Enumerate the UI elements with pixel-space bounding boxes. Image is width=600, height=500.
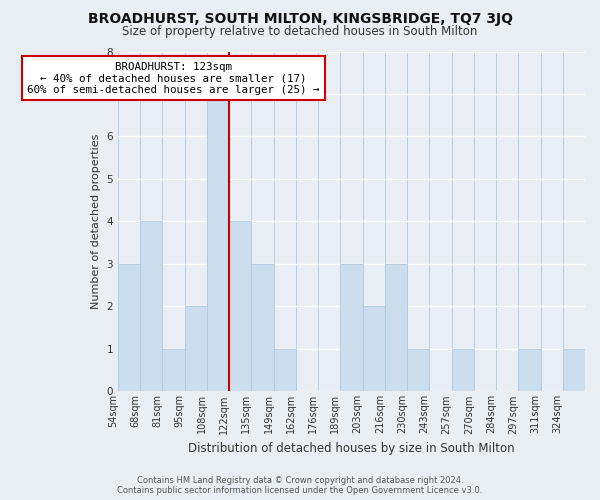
Bar: [229, 222, 251, 392]
Bar: [207, 94, 229, 392]
Bar: [140, 222, 163, 392]
Text: Contains HM Land Registry data © Crown copyright and database right 2024.
Contai: Contains HM Land Registry data © Crown c…: [118, 476, 482, 495]
Bar: [452, 349, 474, 392]
X-axis label: Distribution of detached houses by size in South Milton: Distribution of detached houses by size …: [188, 442, 515, 455]
Bar: [118, 264, 140, 392]
Y-axis label: Number of detached properties: Number of detached properties: [91, 134, 101, 309]
Text: BROADHURST: 123sqm
← 40% of detached houses are smaller (17)
60% of semi-detache: BROADHURST: 123sqm ← 40% of detached hou…: [27, 62, 320, 95]
Bar: [385, 264, 407, 392]
Bar: [518, 349, 541, 392]
Bar: [362, 306, 385, 392]
Bar: [163, 349, 185, 392]
Text: Size of property relative to detached houses in South Milton: Size of property relative to detached ho…: [122, 25, 478, 38]
Bar: [563, 349, 585, 392]
Bar: [340, 264, 362, 392]
Text: BROADHURST, SOUTH MILTON, KINGSBRIDGE, TQ7 3JQ: BROADHURST, SOUTH MILTON, KINGSBRIDGE, T…: [88, 12, 512, 26]
Bar: [251, 264, 274, 392]
Bar: [407, 349, 429, 392]
Bar: [274, 349, 296, 392]
Bar: [185, 306, 207, 392]
